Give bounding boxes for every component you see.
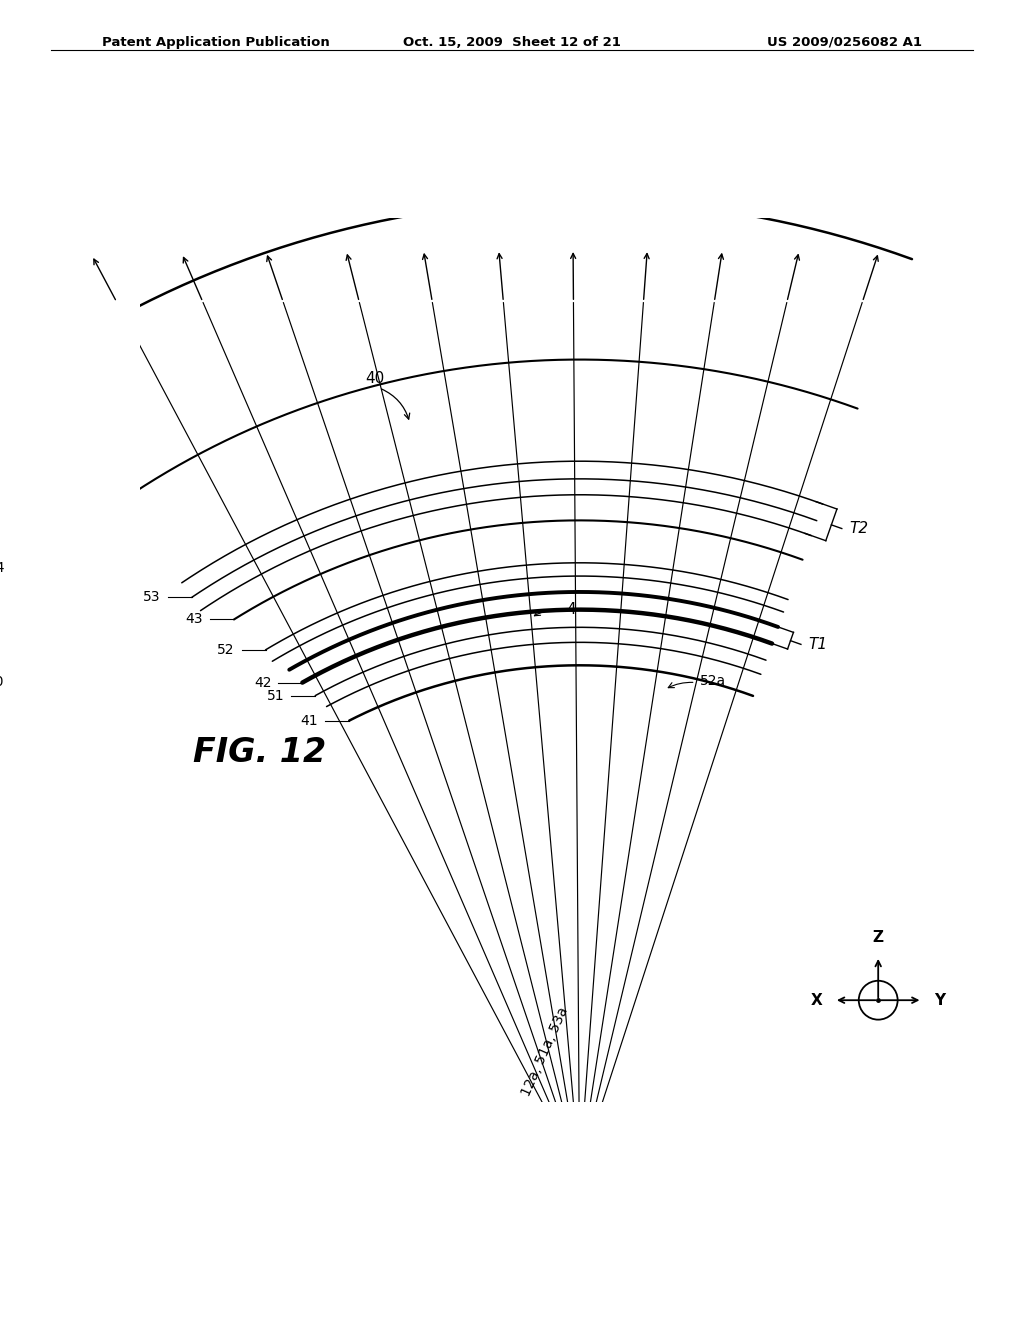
Text: T2: T2 <box>849 521 868 536</box>
Text: US 2009/0256082 A1: US 2009/0256082 A1 <box>767 36 922 49</box>
Text: T1: T1 <box>808 636 827 652</box>
Text: 42: 42 <box>254 676 271 689</box>
Text: 40: 40 <box>366 371 385 385</box>
Text: FIG. 12: FIG. 12 <box>194 737 327 770</box>
Text: 40: 40 <box>0 675 3 689</box>
Text: 53: 53 <box>143 590 161 605</box>
Text: 44: 44 <box>0 561 5 576</box>
Text: 4: 4 <box>566 602 575 616</box>
Text: 12a, 51a, 53a: 12a, 51a, 53a <box>519 1005 570 1098</box>
Text: Z: Z <box>872 929 884 945</box>
Text: 52: 52 <box>217 643 234 657</box>
Text: 52a: 52a <box>700 673 726 688</box>
Text: Oct. 15, 2009  Sheet 12 of 21: Oct. 15, 2009 Sheet 12 of 21 <box>403 36 621 49</box>
Text: 43: 43 <box>185 612 203 627</box>
Text: Y: Y <box>934 993 945 1007</box>
Text: Patent Application Publication: Patent Application Publication <box>102 36 330 49</box>
Text: X: X <box>811 993 822 1007</box>
Text: 51: 51 <box>266 689 285 702</box>
Text: 41: 41 <box>301 714 318 727</box>
